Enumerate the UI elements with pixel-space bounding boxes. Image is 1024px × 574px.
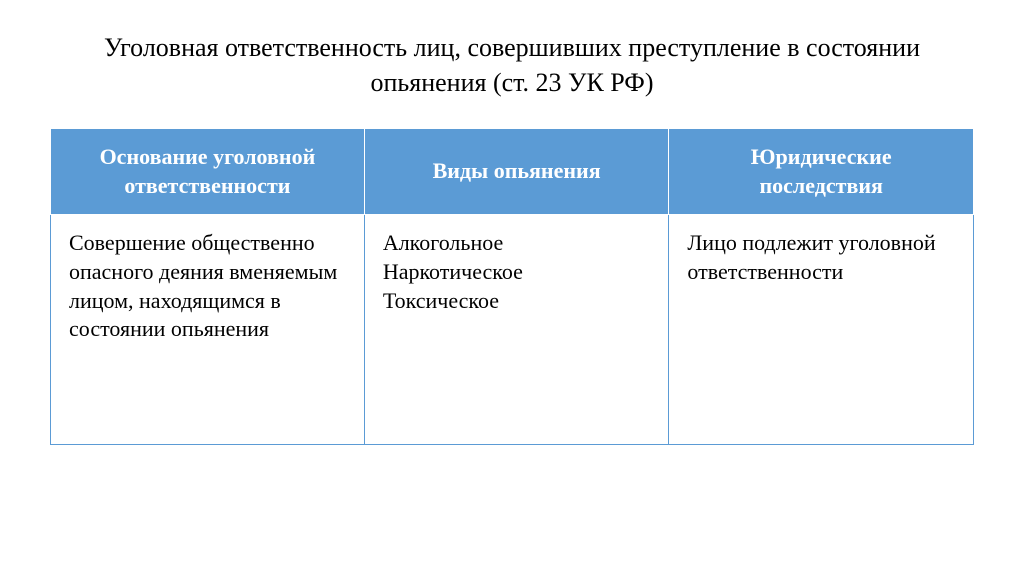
table-cell: АлкогольноеНаркотическоеТоксическое [364, 215, 669, 445]
table-cell: Лицо подлежит уголовной ответственности [669, 215, 974, 445]
page-title: Уголовная ответственность лиц, совершивш… [50, 30, 974, 100]
table-header-row: Основание уголовной ответственности Виды… [51, 129, 974, 215]
table-row: Совершение общественно опасного деяния в… [51, 215, 974, 445]
content-table: Основание уголовной ответственности Виды… [50, 128, 974, 445]
table-cell: Совершение общественно опасного деяния в… [51, 215, 365, 445]
table-header-cell: Юридические последствия [669, 129, 974, 215]
table-header-cell: Основание уголовной ответственности [51, 129, 365, 215]
table-header-cell: Виды опьянения [364, 129, 669, 215]
